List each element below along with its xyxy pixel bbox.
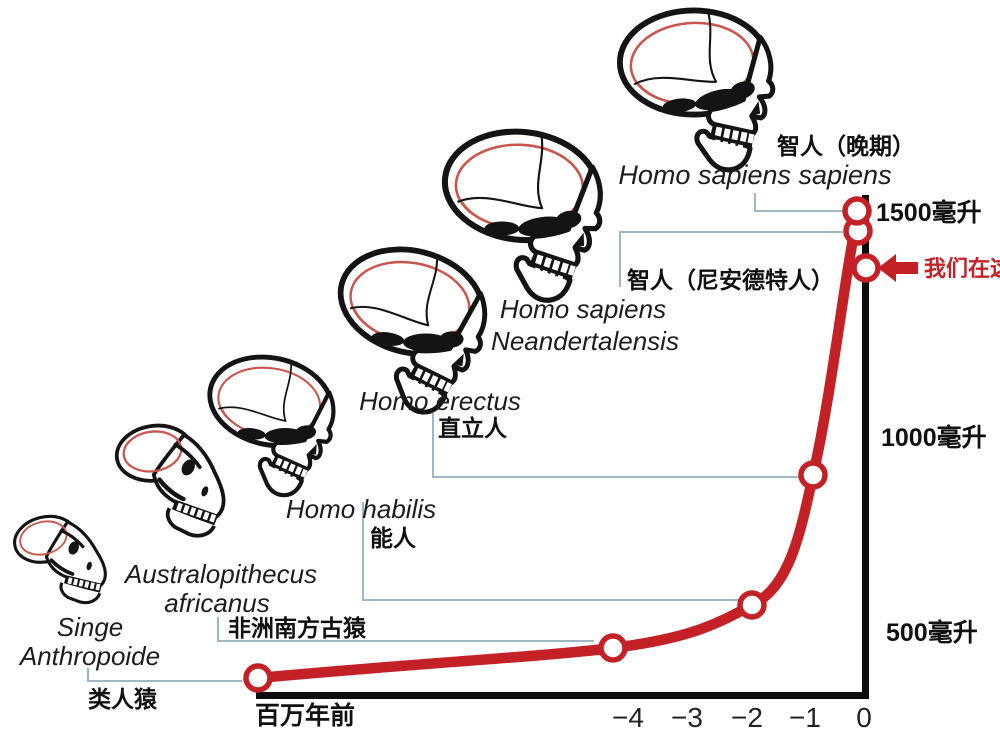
skull-singe-anthropoide	[7, 508, 108, 605]
skull-homo-sapiens	[620, 10, 773, 169]
label-singe-line1: Singe	[57, 612, 124, 642]
leader-neanderthal	[619, 231, 843, 287]
label-neanderthal-line2: Neandertalensis	[491, 326, 679, 356]
data-points	[243, 196, 881, 693]
we-are-here-label: 我们在这	[924, 256, 1000, 281]
we-are-here-arrow-icon	[878, 254, 918, 282]
label-australopithecus-cn: 非洲南方古猿	[228, 615, 367, 641]
point-australopithecus	[598, 633, 628, 663]
x-tick-minus1: −1	[789, 702, 821, 733]
leader-lines	[87, 193, 846, 682]
leader-australopithecus	[217, 617, 594, 642]
y-tick-500: 500毫升	[886, 618, 978, 647]
label-australopithecus-line2: africanus	[164, 588, 270, 618]
point-we-are-here	[851, 253, 881, 283]
point-sapiens	[842, 196, 872, 226]
label-erectus-cn: 直立人	[438, 415, 508, 441]
label-habilis-latin: Homo habilis	[286, 494, 436, 524]
axes	[256, 195, 869, 699]
brain-volume-curve	[252, 207, 863, 684]
y-tick-1000: 1000毫升	[881, 423, 987, 452]
point-erectus	[798, 460, 828, 490]
x-tick-minus3: −3	[671, 702, 703, 733]
x-tick-minus2: −2	[731, 702, 763, 733]
y-tick-1500: 1500毫升	[876, 198, 982, 227]
label-habilis-cn: 能人	[370, 525, 417, 551]
label-singe-cn: 类人猿	[88, 686, 158, 712]
label-singe-line2: Anthropoide	[18, 641, 160, 671]
point-habilis	[737, 590, 767, 620]
x-axis-label: 百万年前	[255, 701, 355, 730]
leader-sapiens	[754, 193, 846, 212]
x-tick-minus4: −4	[612, 702, 644, 733]
label-erectus-latin: Homo erectus	[359, 386, 521, 416]
point-singe	[243, 663, 273, 693]
label-australopithecus-line1: Australopithecus	[123, 559, 317, 589]
label-sapiens-latin: Homo sapiens sapiens	[618, 160, 891, 190]
label-neanderthal-line1: Homo sapiens	[500, 294, 666, 324]
label-sapiens-cn: 智人（晚期）	[777, 133, 915, 159]
x-tick-zero: 0	[856, 702, 872, 733]
leader-singe	[87, 668, 242, 682]
skull-australopithecus	[103, 413, 231, 538]
label-neanderthal-cn: 智人（尼安德特人）	[627, 267, 834, 293]
leader-habilis	[362, 502, 744, 601]
leader-erectus	[432, 413, 806, 478]
